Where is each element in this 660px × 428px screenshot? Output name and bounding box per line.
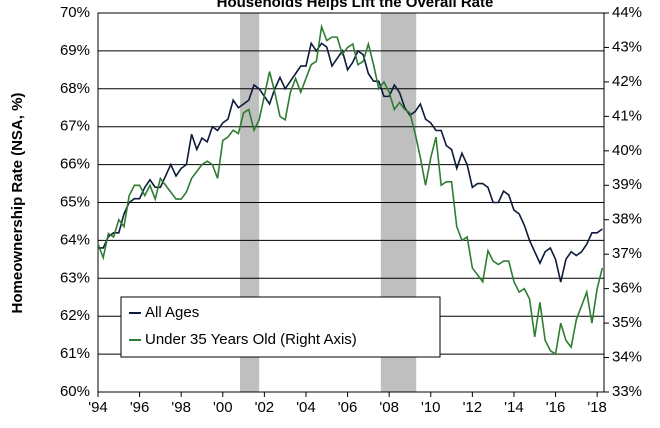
chart-title: Households Helps Lift the Overall Rate	[217, 0, 494, 11]
y-tick-label: 67%	[60, 118, 90, 135]
y-tick-label: 61%	[60, 345, 90, 362]
plot-frame	[97, 12, 605, 393]
x-tick-label: '08	[379, 399, 399, 416]
x-tick-label: '04	[296, 399, 316, 416]
x-tick-label: '12	[463, 399, 483, 416]
y-tick-label: 60%	[60, 383, 90, 400]
y2-tick-label: 39%	[612, 176, 642, 193]
y2-tick-label: 37%	[612, 245, 642, 262]
x-tick-label: '96	[130, 399, 150, 416]
y2-tick-label: 33%	[612, 383, 642, 400]
legend-label: All Ages	[145, 304, 199, 321]
y2-tick-label: 42%	[612, 73, 642, 90]
x-tick-label: '18	[587, 399, 607, 416]
legend-label: Under 35 Years Old (Right Axis)	[145, 331, 357, 348]
y-tick-label: 64%	[60, 231, 90, 248]
x-tick-label: '94	[88, 399, 108, 416]
x-tick-label: '16	[546, 399, 566, 416]
x-tick-label: '02	[255, 399, 275, 416]
y2-tick-label: 38%	[612, 211, 642, 228]
y-tick-label: 65%	[60, 193, 90, 210]
x-tick-label: '98	[171, 399, 191, 416]
series-line	[97, 23, 604, 356]
x-tick-label: '00	[213, 399, 233, 416]
x-tick-label: '14	[504, 399, 524, 416]
y-tick-label: 63%	[60, 269, 90, 286]
y2-tick-label: 35%	[612, 314, 642, 331]
series-line	[98, 41, 603, 283]
y-tick-label: 68%	[60, 80, 90, 97]
y-tick-label: 69%	[60, 42, 90, 59]
y-tick-label: 62%	[60, 307, 90, 324]
y2-tick-label: 41%	[612, 107, 642, 124]
y2-tick-label: 34%	[612, 349, 642, 366]
legend-box	[120, 296, 441, 358]
y-axis-label: Homeownership Rate (NSA, %)	[9, 93, 26, 314]
x-tick-label: '10	[421, 399, 441, 416]
y2-tick-label: 40%	[612, 142, 642, 159]
y2-tick-label: 44%	[612, 4, 642, 21]
y-tick-label: 66%	[60, 156, 90, 173]
y2-tick-label: 43%	[612, 38, 642, 55]
y-tick-label: 70%	[60, 4, 90, 21]
y2-tick-label: 36%	[612, 280, 642, 297]
x-tick-label: '06	[338, 399, 358, 416]
